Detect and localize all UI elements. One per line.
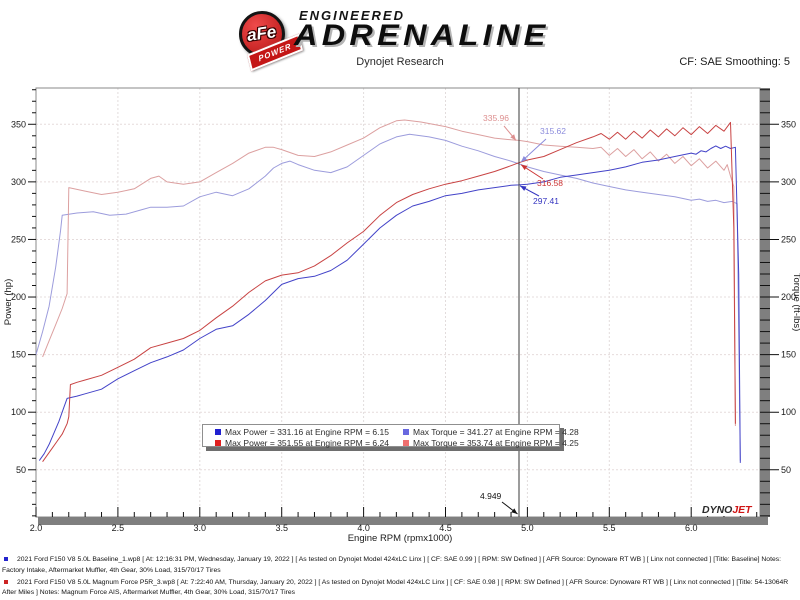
cursor-rpm-label: 4.949 xyxy=(480,491,502,501)
annotation-label-magnum-power: 316.58 xyxy=(537,178,563,188)
x-tick-label: 5.0 xyxy=(521,523,534,533)
legend-marker-icon xyxy=(215,439,221,446)
x-axis-bar xyxy=(38,517,768,525)
y-tick-label-left: 100 xyxy=(11,407,26,417)
logo-engineered-text: ENGINEERED xyxy=(299,8,405,23)
y-tick-label-right: 250 xyxy=(781,234,796,244)
legend-text: Max Torque = 341.27 at Engine RPM = 4.28 xyxy=(413,426,579,437)
run-entry: 2021 Ford F150 V8 5.0L Baseline_1.wp8 [ … xyxy=(2,555,797,577)
curve-magnum-power xyxy=(42,121,736,462)
y-tick-label-right: 50 xyxy=(781,465,791,475)
run-bullet-icon xyxy=(4,557,8,561)
x-tick-label: 2.5 xyxy=(112,523,125,533)
x-tick-label: 4.5 xyxy=(439,523,452,533)
annotation-arrowhead xyxy=(521,156,528,162)
plot-border xyxy=(35,87,761,518)
curve-magnum-torque xyxy=(42,119,736,427)
legend-item: Max Torque = 353.74 at Engine RPM = 4.25 xyxy=(403,438,579,448)
y-tick-label-right: 200 xyxy=(781,292,796,302)
y-tick-label-left: 250 xyxy=(11,234,26,244)
legend-item: Max Power = 351.55 at Engine RPM = 6.24 xyxy=(215,438,403,448)
y-tick-label-right: 350 xyxy=(781,119,796,129)
y-tick-label-left: 350 xyxy=(11,119,26,129)
x-tick-label: 2.0 xyxy=(30,523,43,533)
x-tick-label: 3.0 xyxy=(194,523,207,533)
run-description: 2021 Ford F150 V8 5.0L Baseline_1.wp8 [ … xyxy=(2,556,782,574)
legend-text: Max Power = 351.55 at Engine RPM = 6.24 xyxy=(225,437,389,448)
dynojet-logo-dyno: DYNO xyxy=(702,504,733,516)
annotation-arrows xyxy=(501,125,547,515)
legend-marker-icon xyxy=(403,439,409,446)
dyno-curves xyxy=(35,119,741,463)
report-title: Dynojet Research xyxy=(356,56,444,68)
dynojet-logo: DYNOJET xyxy=(701,504,753,516)
gridlines xyxy=(36,88,760,517)
axis-tick-labels: 2.0 2.5 3.0 3.5 4.0 4.5 5.0 5.5 6.0 50 50 100 100 150… xyxy=(11,119,796,533)
curve-baseline-power xyxy=(38,145,741,463)
x-axis-title: Engine RPM (rpmx1000) xyxy=(348,533,453,544)
annotation-arrowhead xyxy=(521,164,528,171)
y-tick-label-right: 150 xyxy=(781,350,796,360)
run-entry: 2021 Ford F150 V8 5.0L Magnum Force P5R_… xyxy=(2,578,797,600)
y-tick-label-left: 200 xyxy=(11,292,26,302)
x-tick-label: 6.0 xyxy=(685,523,698,533)
run-bullet-icon xyxy=(4,579,8,584)
x-tick-label: 4.0 xyxy=(357,523,370,533)
legend-text: Max Power = 331.16 at Engine RPM = 6.15 xyxy=(225,426,389,437)
run-description: 2021 Ford F150 V8 5.0L Magnum Force P5R_… xyxy=(2,578,789,597)
y-tick-label-right: 100 xyxy=(781,407,796,417)
y-tick-label-left: 300 xyxy=(11,177,26,187)
legend-item: Max Power = 331.16 at Engine RPM = 6.15 xyxy=(215,427,403,437)
legend-text: Max Torque = 353.74 at Engine RPM = 4.25 xyxy=(413,437,579,448)
annotation-arrowhead xyxy=(510,134,516,141)
run-info-footer: 2021 Ford F150 V8 5.0L Baseline_1.wp8 [ … xyxy=(2,555,797,600)
annotation-label-magnum-torque: 335.96 xyxy=(483,113,509,123)
x-tick-label: 3.5 xyxy=(275,523,288,533)
y-axis-right-bar xyxy=(760,88,770,517)
smoothing-setting-label: CF: SAE Smoothing: 5 xyxy=(679,56,790,68)
annotation-arrowhead xyxy=(520,185,527,191)
legend-marker-icon xyxy=(403,428,409,435)
dynojet-logo-jet: JET xyxy=(732,504,752,516)
axis-ticks xyxy=(28,89,779,517)
annotation-label-baseline-power: 297.41 xyxy=(533,196,559,206)
legend-box: Max Power = 331.16 at Engine RPM = 6.15 M… xyxy=(202,424,579,448)
logo-adrenaline-text: ADRENALINE xyxy=(294,19,550,52)
y-tick-label-left: 150 xyxy=(11,350,26,360)
legend-item: Max Torque = 341.27 at Engine RPM = 4.28 xyxy=(403,427,579,437)
curve-baseline-torque xyxy=(35,133,741,461)
legend-marker-icon xyxy=(215,428,221,435)
y-tick-label-right: 300 xyxy=(781,177,796,187)
y-axis-right-title: Torque (ft-lbs) xyxy=(791,273,800,332)
x-tick-label: 5.5 xyxy=(603,523,616,533)
annotation-label-baseline-torque: 315.62 xyxy=(540,126,566,136)
y-tick-label-left: 50 xyxy=(16,465,26,475)
annotation-arrowhead xyxy=(511,508,518,514)
y-axis-left-title: Power (hp) xyxy=(3,279,14,325)
